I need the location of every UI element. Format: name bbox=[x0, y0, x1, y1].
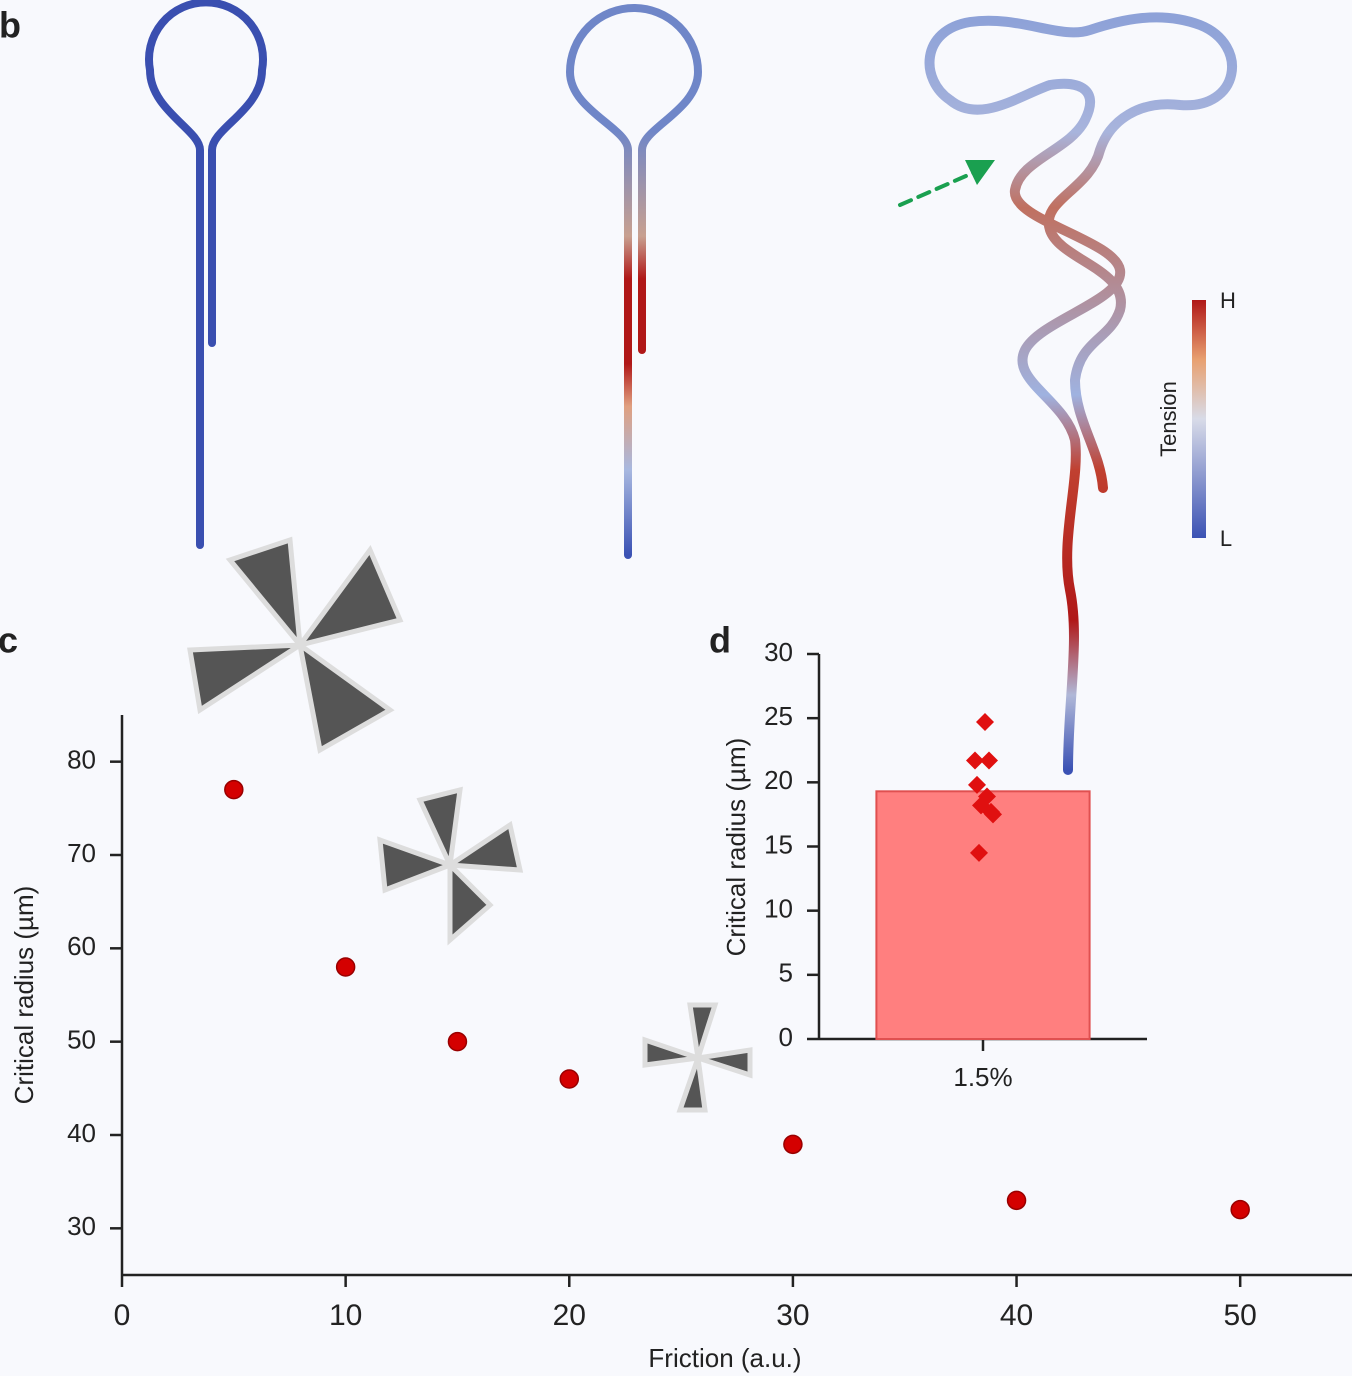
data-point bbox=[968, 775, 986, 794]
x-tick-label: 40 bbox=[1000, 1299, 1033, 1332]
x-tick-label: 20 bbox=[553, 1299, 586, 1332]
y-tick-label: 40 bbox=[67, 1118, 96, 1148]
y-tick-label: 50 bbox=[67, 1025, 96, 1055]
data-point bbox=[1230, 1199, 1250, 1220]
particle bbox=[187, 536, 404, 754]
y-tick-label: 30 bbox=[67, 1211, 96, 1241]
panel-label: d bbox=[709, 620, 731, 661]
y-tick-label: 10 bbox=[764, 894, 793, 924]
y-tick-label: 5 bbox=[779, 958, 793, 988]
data-point bbox=[976, 713, 994, 732]
data-point bbox=[1006, 1190, 1027, 1211]
y-tick-label: 15 bbox=[764, 829, 793, 859]
panel-label: c bbox=[0, 620, 18, 661]
cross-particles bbox=[187, 536, 753, 1113]
data-point bbox=[783, 1134, 803, 1155]
x-axis-label: Friction (a.u.) bbox=[648, 1343, 801, 1373]
data-point bbox=[984, 805, 1002, 824]
panel-label: b bbox=[0, 5, 21, 46]
data-point bbox=[970, 843, 988, 862]
hairpin bbox=[565, 4, 703, 559]
data-point bbox=[966, 751, 984, 770]
y-tick-label: 25 bbox=[764, 701, 793, 731]
y-tick-label: 30 bbox=[764, 637, 793, 667]
data-point bbox=[335, 957, 356, 977]
data-point bbox=[224, 779, 244, 800]
tangled-filament bbox=[924, 12, 1237, 775]
y-tick-label: 20 bbox=[764, 765, 793, 795]
x-tick-label: 50 bbox=[1223, 1299, 1256, 1332]
x-tick-label: 1.5% bbox=[953, 1062, 1012, 1092]
y-tick-label: 60 bbox=[67, 931, 96, 961]
y-axis-label: Critical radius (µm) bbox=[721, 738, 751, 957]
data-point bbox=[980, 751, 998, 770]
colorbar-low: L bbox=[1220, 526, 1232, 551]
y-axis-label: Critical radius (µm) bbox=[9, 886, 39, 1105]
arrowhead bbox=[965, 160, 995, 185]
bar bbox=[875, 790, 1091, 1040]
hairpin bbox=[145, 0, 267, 549]
data-point bbox=[447, 1031, 468, 1052]
y-tick-label: 0 bbox=[779, 1022, 793, 1052]
colorbar bbox=[1192, 300, 1206, 538]
x-tick-label: 30 bbox=[776, 1299, 809, 1332]
colorbar-label: Tension bbox=[1156, 381, 1181, 457]
particle bbox=[377, 786, 524, 946]
x-tick-label: 10 bbox=[329, 1299, 362, 1332]
colorbar-high: H bbox=[1220, 288, 1236, 313]
y-tick-label: 70 bbox=[67, 838, 96, 868]
particle bbox=[642, 1002, 753, 1113]
simulation-snapshots bbox=[145, 0, 1237, 775]
data-point bbox=[559, 1069, 580, 1089]
arrow bbox=[898, 170, 977, 207]
x-tick-label: 0 bbox=[114, 1299, 131, 1332]
y-tick-label: 80 bbox=[67, 745, 96, 775]
